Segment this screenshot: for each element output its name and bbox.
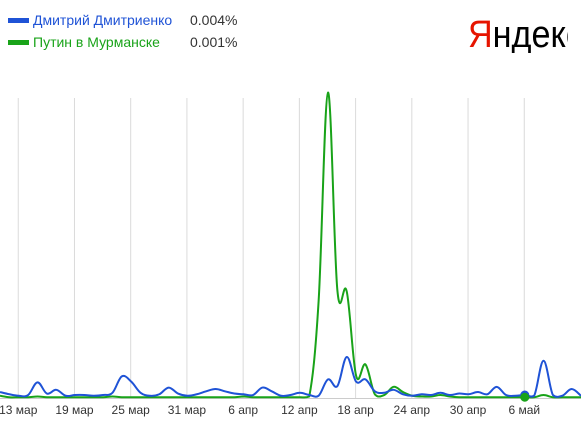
legend-label: Путин в Мурманске [33, 34, 160, 50]
chart-grid [0, 98, 581, 399]
yandex-logo[interactable]: Яндекс [468, 13, 568, 53]
series-line-putin [0, 91, 581, 399]
x-tick-label: 25 мар [112, 403, 151, 417]
x-tick-label: 31 мар [168, 403, 207, 417]
chart-markers [520, 390, 530, 402]
legend-value: 0.001% [190, 34, 238, 50]
legend-label: Дмитрий Дмитриенко [33, 12, 173, 28]
series-marker-putin [520, 392, 530, 402]
yandex-logo-rest: ндекс [493, 13, 568, 53]
x-tick-label: 13 мар [0, 403, 38, 417]
legend-swatch [8, 18, 29, 23]
chart-series [0, 91, 581, 399]
x-tick-label: 30 апр [450, 403, 487, 417]
yandex-logo-first-letter: Я [468, 13, 493, 53]
yandex-logo-wordmark: Яндекс [468, 13, 568, 53]
x-tick-label: 6 май [508, 403, 540, 417]
x-tick-label: 19 мар [55, 403, 94, 417]
x-tick-label: 24 апр [394, 403, 431, 417]
legend-value: 0.004% [190, 12, 238, 28]
series-line-dmitrienko [0, 356, 581, 398]
x-axis-ticks: 13 мар 19 мар 25 мар 31 мар 6 апр 12 апр 18 ап… [0, 403, 540, 417]
x-tick-label: 6 апр [228, 403, 258, 417]
x-tick-label: 12 апр [281, 403, 318, 417]
x-tick-label: 18 апр [337, 403, 374, 417]
legend-swatch [8, 40, 29, 45]
